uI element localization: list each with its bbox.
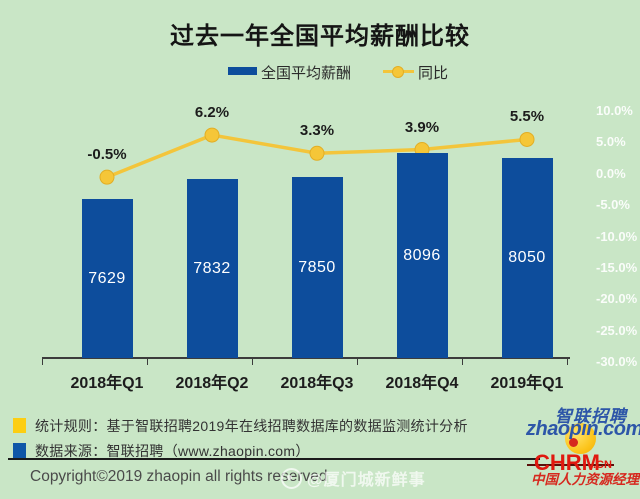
x-axis-tick bbox=[357, 359, 358, 365]
right-axis-tick-label: 10.0% bbox=[596, 103, 633, 118]
bar-value-label: 8050 bbox=[508, 248, 546, 266]
salary-bar: 7629 bbox=[81, 199, 133, 358]
weibo-camera-icon bbox=[281, 467, 302, 489]
zhaopin-logo-cn: 智联招聘 bbox=[555, 407, 627, 426]
chrm-logo-line bbox=[527, 464, 614, 466]
chrm-logo-suffix: .CN bbox=[593, 459, 612, 471]
x-axis-label: 2018年Q4 bbox=[385, 375, 459, 392]
zhaopin-ball-icon bbox=[565, 423, 596, 454]
bar-value-label: 7850 bbox=[298, 258, 336, 276]
legend-line-label: 同比 bbox=[418, 65, 449, 82]
chrm-logo: CHRM bbox=[534, 450, 600, 475]
x-axis-line bbox=[42, 357, 570, 359]
salary-bar: 7850 bbox=[291, 177, 343, 358]
chart-title: 过去一年全国平均薪酬比较 bbox=[170, 23, 470, 50]
legend-bar-label: 全国平均薪酬 bbox=[261, 65, 352, 82]
right-axis-tick-label: -20.0% bbox=[596, 291, 638, 307]
legend-bar-swatch bbox=[228, 67, 257, 75]
yoy-point-marker bbox=[204, 127, 220, 143]
chrm-logo-caption: 中国人力资源经理 bbox=[531, 472, 639, 487]
salary-bar: 8050 bbox=[501, 157, 553, 358]
right-axis-tick-label: -15.0% bbox=[596, 260, 638, 275]
salary-bar: 8096 bbox=[396, 153, 448, 358]
yoy-point-marker bbox=[99, 169, 115, 185]
salary-bar: 7832 bbox=[186, 179, 238, 358]
yoy-point-label: 3.3% bbox=[299, 122, 335, 140]
legend: 全国平均薪酬 同比 bbox=[0, 62, 640, 82]
note-data-source: 数据来源：智联招聘（www.zhaopin.com） bbox=[35, 443, 310, 459]
yoy-point-label: 5.5% bbox=[509, 108, 545, 126]
x-axis-label: 2018年Q3 bbox=[280, 375, 354, 392]
x-axis-label: 2019年Q1 bbox=[490, 375, 564, 392]
x-axis-label: 2018年Q2 bbox=[175, 375, 249, 392]
right-axis-tick-label: 0.0% bbox=[596, 165, 626, 181]
x-axis-tick bbox=[462, 359, 463, 365]
x-axis-tick bbox=[252, 359, 253, 365]
right-axis-tick-label: -10.0% bbox=[596, 228, 638, 244]
footer-divider bbox=[8, 458, 540, 460]
legend-line-marker-icon bbox=[392, 65, 404, 78]
note-swatch-blue bbox=[13, 443, 26, 458]
right-axis-tick-label: -30.0% bbox=[596, 354, 638, 370]
right-axis-tick-label: -25.0% bbox=[596, 322, 638, 338]
copyright-text: Copyright©2019 zhaopin all rights reserv… bbox=[30, 468, 328, 485]
watermark: @厦门城新鲜事 bbox=[281, 466, 426, 490]
note-statistic-rule: 统计规则：基于智联招聘2019年在线招聘数据库的数据监测统计分析 bbox=[35, 418, 468, 434]
yoy-point-marker bbox=[309, 145, 325, 161]
bar-value-label: 8096 bbox=[403, 246, 441, 264]
right-axis-tick-label: -5.0% bbox=[596, 197, 630, 213]
x-axis-tick bbox=[567, 359, 568, 365]
yoy-point-marker bbox=[519, 131, 535, 147]
watermark-text: @厦门城新鲜事 bbox=[307, 472, 426, 489]
bar-value-label: 7629 bbox=[88, 269, 126, 287]
yoy-point-label: -0.5% bbox=[87, 146, 127, 164]
yoy-point-label: 3.9% bbox=[404, 118, 440, 136]
note-swatch-yellow bbox=[13, 418, 26, 433]
x-axis-tick bbox=[147, 359, 148, 365]
right-axis-tick-label: 5.0% bbox=[596, 134, 626, 150]
bar-value-label: 7832 bbox=[193, 259, 231, 277]
zhaopin-logo-domain: zhaopin.com bbox=[526, 418, 640, 440]
yoy-point-label: 6.2% bbox=[194, 104, 230, 122]
x-axis-tick bbox=[42, 359, 43, 365]
x-axis-label: 2018年Q1 bbox=[70, 375, 144, 392]
